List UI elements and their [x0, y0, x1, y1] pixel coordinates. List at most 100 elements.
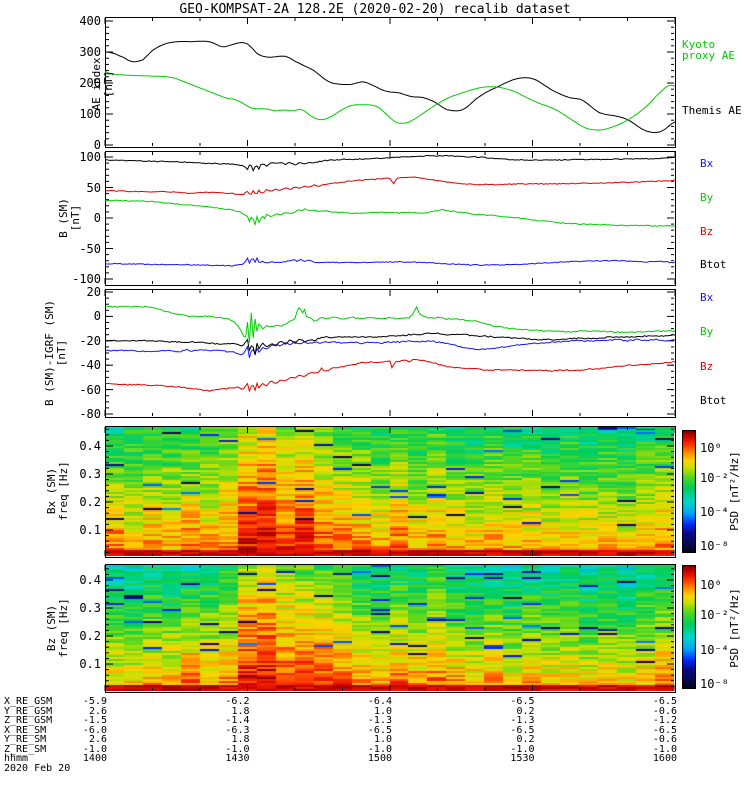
date-label: 2020 Feb 20 [4, 762, 71, 774]
y-tick-label: 0 [93, 138, 101, 152]
ephemeris-row-label: X_RE_GSM [4, 696, 53, 707]
ephemeris-value: -1.2 [652, 715, 677, 726]
ephemeris-value: 1400 [82, 753, 107, 764]
panel-frame-sz [105, 564, 676, 693]
colorbar-bx-psd-label: PSD [nT²/Hz] [728, 451, 741, 531]
ephemeris-value: -6.2 [225, 696, 250, 707]
legend-b-bz: Bz [700, 225, 714, 238]
series-line-by [104, 199, 676, 227]
series-line-themis-ae [104, 40, 676, 134]
ephemeris-value: -6.5 [510, 724, 535, 736]
ae-axis-label-line2: [nT] [102, 70, 115, 98]
colorbar-bz-tick-1: 10⁻² [700, 608, 729, 622]
colorbar-bz-psd-label: PSD [nT²/Hz] [728, 588, 741, 668]
bx-spectrogram-heatmap [106, 427, 674, 556]
colorbar-bx-tick-1: 10⁻² [700, 471, 729, 485]
panel-frame-b [105, 151, 676, 286]
ephemeris-value: 1.0 [373, 734, 392, 745]
y-tick-label: 0.4 [79, 573, 101, 587]
y-tick-label: 300 [79, 45, 101, 59]
y-tick-label: 100 [79, 150, 101, 164]
y-tick-label: 20 [86, 285, 101, 299]
ephemeris-value: 0.2 [516, 734, 535, 745]
y-tick-label: 0 [93, 309, 101, 324]
colorbar-bz-tick-0: 10⁰ [700, 578, 722, 592]
ephemeris-value: -1.0 [367, 743, 392, 755]
ephemeris-row-label: hhmm [4, 753, 29, 764]
series-line-bz [104, 176, 676, 196]
chart-title: GEO-KOMPSAT-2A 128.2E (2020-02-20) recal… [179, 2, 571, 17]
ephemeris-value: 1.0 [373, 705, 392, 717]
colorbar-bz-tick-3: 10⁻⁸ [700, 677, 729, 691]
legend-kyoto-line1: Kyoto [682, 38, 716, 51]
ephemeris-value: 2.6 [88, 705, 107, 717]
legend-b-by: By [700, 191, 714, 204]
y-tick-label: 0.3 [79, 601, 101, 615]
y-tick-label: 0.1 [79, 523, 101, 537]
colorbar-bx-tick-3: 10⁻⁸ [700, 539, 729, 553]
y-tick-label: 0.4 [79, 439, 101, 453]
ephemeris-value: -6.4 [367, 696, 392, 707]
ephemeris-value: -1.5 [82, 715, 107, 726]
series-line-bx [104, 256, 676, 267]
y-tick-label: 50 [86, 180, 101, 195]
series-line-kyoto-proxy-ae [104, 71, 676, 131]
legend-bi-by: By [700, 325, 714, 338]
ephemeris-value: 1.8 [231, 705, 250, 717]
legend-bi-bz: Bz [700, 360, 714, 373]
legend-kyoto-proxy-ae: Kyoto proxy AE [682, 39, 735, 61]
ephemeris-value: 1530 [510, 753, 535, 764]
y-tick-label: -40 [79, 358, 101, 373]
ephemeris-value: -1.3 [510, 715, 535, 726]
legend-themis-ae: Themis AE [682, 105, 742, 116]
ephemeris-value: 0.2 [516, 705, 535, 717]
ephemeris-value: 1.8 [231, 734, 250, 745]
series-line-by [104, 305, 676, 344]
panel-frame-sx [105, 426, 676, 558]
y-tick-label: 0.2 [79, 629, 101, 643]
ephemeris-value: 1500 [367, 753, 392, 764]
ephemeris-value: -6.5 [510, 696, 535, 707]
bz-spectrogram-heatmap [106, 565, 674, 691]
ephemeris-value: 2.6 [88, 734, 107, 745]
legend-bi-btot: Btot [700, 394, 727, 407]
ephemeris-row-label: X_RE_SM [4, 724, 47, 736]
colorbar-bz-tick-2: 10⁻⁴ [700, 643, 729, 657]
y-tick-label: 0 [93, 211, 101, 225]
legend-b-bx: Bx [700, 157, 714, 170]
y-tick-label: 0.2 [79, 495, 101, 509]
ephemeris-value: -6.5 [652, 696, 677, 707]
ephemeris-row-label: Z_RE_SM [4, 743, 47, 755]
y-tick-label: -100 [72, 272, 101, 286]
y-tick-label: -50 [79, 241, 101, 256]
ephemeris-value: -5.9 [82, 696, 107, 707]
ephemeris-value: -1.4 [225, 715, 250, 726]
ephemeris-row-label: Y_RE_GSM [4, 705, 53, 717]
y-tick-label: 0.3 [79, 467, 101, 481]
ephemeris-value: -0.6 [652, 705, 677, 717]
ephemeris-value: 1430 [225, 753, 250, 764]
series-line-btot [104, 332, 676, 355]
ephemeris-value: -6.5 [652, 724, 677, 736]
ephemeris-value: -6.5 [367, 724, 392, 736]
panel-frame-ae [105, 17, 676, 148]
y-tick-label: -60 [79, 382, 101, 397]
ephemeris-row-label: Y_RE_SM [4, 734, 47, 745]
ephemeris-row-label: Z_RE_GSM [4, 715, 53, 726]
colorbar-bx-tick-2: 10⁻⁴ [700, 505, 729, 519]
ephemeris-value: -1.0 [510, 743, 535, 755]
series-line-bz [105, 359, 676, 393]
legend-kyoto-line2: proxy AE [682, 49, 735, 62]
psd-colorbar-bx [682, 430, 696, 553]
ephemeris-value: 1600 [652, 753, 677, 764]
y-tick-label: 0.1 [79, 657, 101, 671]
y-tick-label: 100 [79, 107, 101, 121]
psd-colorbar-bz [682, 565, 696, 689]
panel-frame-bi [105, 289, 676, 418]
legend-b-btot: Btot [700, 258, 727, 271]
y-tick-label: -20 [79, 333, 101, 348]
ephemeris-value: -1.0 [225, 743, 250, 755]
ephemeris-value: -6.0 [82, 724, 107, 736]
